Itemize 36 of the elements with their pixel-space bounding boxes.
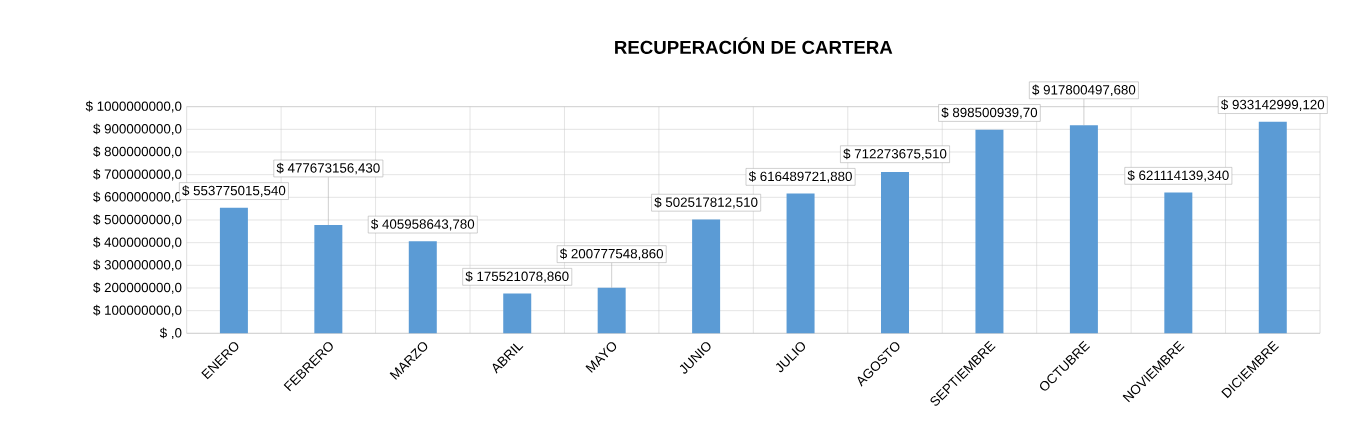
data-label: $ 898500939,70 bbox=[941, 107, 1038, 119]
bar bbox=[975, 129, 1004, 334]
data-label: $ 712273675,510 bbox=[843, 148, 947, 161]
bar bbox=[503, 293, 532, 334]
bar bbox=[692, 219, 721, 334]
bar bbox=[219, 207, 248, 334]
y-tick-label: $ 1000000000,0 bbox=[85, 100, 182, 113]
y-tick-label: $ 300000000,0 bbox=[93, 259, 182, 272]
data-label: $ 502517812,510 bbox=[654, 196, 758, 209]
y-tick-label: $ 200000000,0 bbox=[93, 282, 182, 294]
y-tick-label: $ 100000000,0 bbox=[93, 304, 182, 317]
bar bbox=[1164, 192, 1193, 334]
data-label: $ 477673156,430 bbox=[276, 162, 380, 175]
chart-title: RECUPERACIÓN DE CARTERA bbox=[615, 37, 893, 54]
y-tick-label: $ 600000000,0 bbox=[93, 191, 182, 204]
bar bbox=[314, 225, 343, 334]
y-tick-label: $ 400000000,0 bbox=[93, 236, 182, 249]
y-tick-label: $ 500000000,0 bbox=[93, 214, 182, 226]
y-tick-label: $ 800000000,0 bbox=[93, 146, 182, 158]
data-label: $ 200777548,860 bbox=[559, 248, 664, 260]
data-label: $ 616489721,880 bbox=[748, 171, 852, 183]
data-label: $ 175521078,860 bbox=[465, 271, 569, 283]
data-label: $ 405958643,780 bbox=[371, 218, 475, 231]
bar bbox=[597, 287, 626, 334]
y-tick-label: $ ,0 bbox=[159, 327, 182, 340]
data-label: $ 917800497,680 bbox=[1032, 84, 1136, 97]
bar bbox=[1069, 125, 1098, 334]
bar bbox=[408, 241, 437, 334]
bar bbox=[1258, 121, 1287, 334]
data-label: $ 621114139,340 bbox=[1127, 170, 1229, 182]
y-tick-label: $ 900000000,0 bbox=[93, 123, 182, 136]
data-label: $ 553775015,540 bbox=[182, 185, 286, 197]
bar bbox=[786, 193, 815, 334]
y-tick-label: $ 700000000,0 bbox=[93, 168, 182, 181]
bar bbox=[881, 171, 910, 334]
data-label: $ 933142999,120 bbox=[1221, 99, 1325, 111]
